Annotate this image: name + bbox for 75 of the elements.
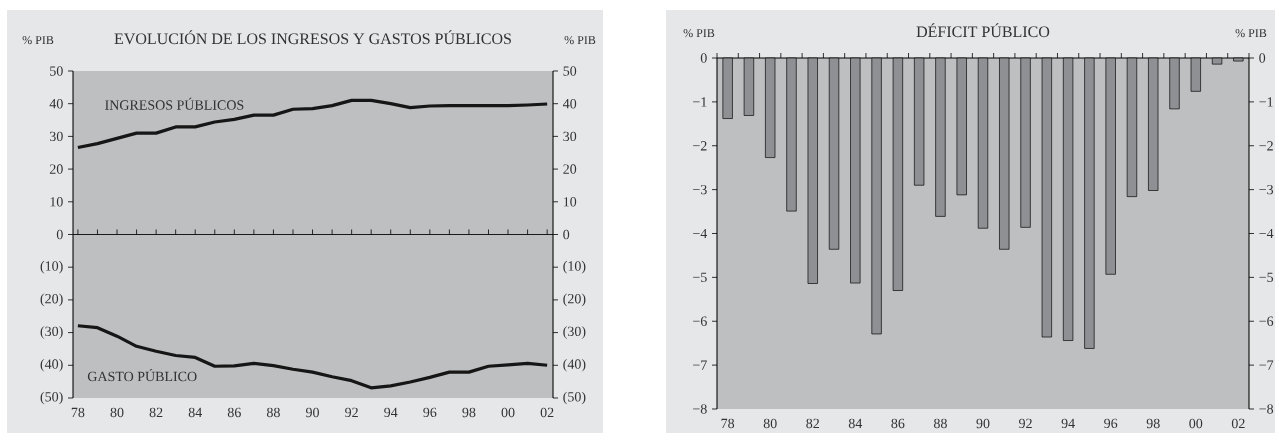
- y2-tick-label: 20: [563, 164, 577, 174]
- x-tick-label: 88: [266, 407, 280, 418]
- x-tick-label: 86: [891, 418, 905, 429]
- x-tick-label: 98: [462, 407, 476, 418]
- y-axis-title: % PIB: [683, 29, 715, 38]
- x-tick-label: 88: [933, 418, 947, 429]
- y-tick-label: (40): [40, 358, 63, 372]
- x-tick-label: 84: [188, 407, 202, 418]
- x-tick-label: 98: [1146, 418, 1160, 429]
- y2-tick-label: (50): [563, 391, 586, 405]
- y-tick-label: −4: [693, 228, 708, 239]
- x-tick-label: 84: [848, 418, 863, 429]
- x-tick-label: 86: [227, 407, 241, 418]
- chart-title: DÉFICIT PÚBLICO: [916, 23, 1050, 38]
- y2-tick-label: 10: [563, 197, 577, 207]
- y-tick-label: 20: [49, 164, 63, 174]
- x-tick-label: 96: [423, 407, 437, 418]
- y2-tick-label: 0: [563, 229, 570, 240]
- y2-tick-label: −1: [1259, 97, 1273, 107]
- series-label: INGRESOS PÚBLICOS: [105, 97, 244, 110]
- y2-tick-label: −7: [1259, 360, 1274, 370]
- y-tick-label: 40: [49, 98, 63, 109]
- x-tick-label: 00: [501, 407, 515, 418]
- y2-tick-label: −6: [1259, 316, 1274, 326]
- y-tick-label: −5: [693, 272, 707, 283]
- y2-tick-label: −4: [1259, 228, 1274, 239]
- y2-tick-label: (40): [563, 358, 586, 372]
- x-tick-label: 02: [1231, 418, 1245, 429]
- y2-tick-label: (30): [563, 326, 586, 339]
- y-tick-label: 30: [49, 131, 63, 142]
- y-tick-label: −6: [693, 316, 707, 326]
- y2-tick-label: −2: [1259, 141, 1273, 151]
- x-tick-label: 78: [71, 407, 85, 418]
- y-tick-label: (50): [40, 391, 63, 405]
- y-tick-label: (30): [40, 326, 63, 339]
- y2-tick-label: 30: [563, 131, 577, 142]
- x-tick-label: 02: [540, 407, 554, 418]
- x-tick-label: 94: [1061, 418, 1075, 429]
- x-tick-label: 94: [384, 407, 398, 418]
- y-tick-label: −7: [693, 360, 707, 370]
- y-tick-label: −8: [693, 404, 707, 414]
- x-tick-label: 80: [763, 418, 777, 429]
- x-tick-label: 82: [806, 418, 819, 429]
- x-tick-label: 00: [1189, 418, 1203, 429]
- y2-axis-title: % PIB: [564, 36, 596, 45]
- y-tick-label: 0: [56, 229, 63, 240]
- y-tick-label: 50: [50, 66, 63, 76]
- y-tick-label: 10: [50, 197, 63, 207]
- x-tick-label: 92: [345, 407, 358, 418]
- y2-tick-label: (10): [563, 260, 586, 274]
- y-tick-label: −2: [693, 141, 707, 151]
- x-tick-label: 78: [721, 418, 735, 429]
- y2-tick-label: 50: [563, 66, 577, 76]
- y-tick-label: (10): [40, 260, 63, 274]
- x-tick-label: 90: [305, 407, 319, 418]
- chart-title: EVOLUCIÓN DE LOS INGRESOS Y GASTOS PÚBLICOS: [114, 30, 511, 45]
- x-tick-label: 92: [1019, 418, 1032, 429]
- y2-tick-label: 40: [562, 98, 577, 109]
- y2-tick-label: 0: [1259, 53, 1266, 63]
- x-tick-label: 90: [976, 418, 990, 429]
- y2-tick-label: (20): [563, 293, 586, 307]
- y2-tick-label: −3: [1259, 184, 1274, 195]
- y-axis-title: % PIB: [22, 36, 54, 45]
- y-tick-label: −3: [693, 184, 707, 195]
- y-tick-label: −1: [693, 97, 707, 107]
- x-tick-label: 80: [110, 407, 124, 418]
- y2-axis-title: % PIB: [1235, 29, 1267, 38]
- x-tick-label: 96: [1104, 418, 1118, 429]
- y2-tick-label: −8: [1259, 404, 1274, 414]
- y-tick-label: (20): [40, 293, 63, 307]
- y-tick-label: 0: [700, 53, 707, 63]
- line-series: [76, 324, 549, 390]
- y2-tick-label: −5: [1259, 272, 1274, 283]
- x-tick-label: 82: [149, 407, 163, 418]
- series-label: GASTO PÚBLICO: [87, 369, 197, 382]
